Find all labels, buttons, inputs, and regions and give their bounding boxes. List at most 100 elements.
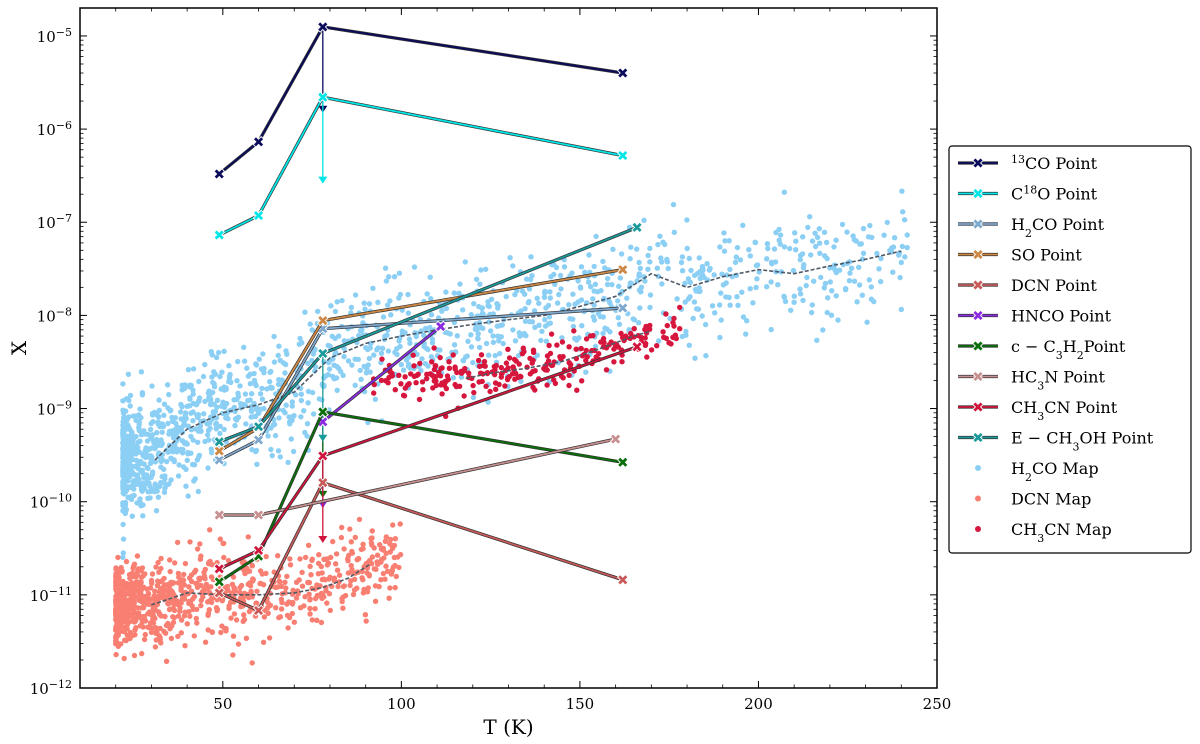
map-point xyxy=(361,300,367,306)
map-point xyxy=(532,324,538,330)
map-point xyxy=(429,336,436,342)
map-point xyxy=(252,381,259,387)
map-point xyxy=(559,335,565,341)
map-point xyxy=(536,322,542,328)
map-point xyxy=(856,282,863,288)
map-point xyxy=(490,333,496,339)
map-point xyxy=(240,594,246,601)
map-point xyxy=(591,302,597,308)
map-point xyxy=(641,217,647,223)
map-point xyxy=(804,274,810,281)
map-point xyxy=(476,303,482,310)
map-point xyxy=(557,272,564,279)
map-point xyxy=(443,305,450,312)
series-marker xyxy=(616,263,629,276)
map-point xyxy=(406,354,412,360)
map-point xyxy=(468,332,474,338)
map-point xyxy=(306,579,313,586)
map-point xyxy=(220,402,226,408)
map-point xyxy=(677,304,683,311)
map-point xyxy=(718,317,724,323)
map-point xyxy=(851,278,858,284)
map-point xyxy=(120,469,127,476)
series-marker xyxy=(213,454,226,466)
map-point xyxy=(156,397,162,403)
map-point xyxy=(127,605,133,612)
map-point xyxy=(884,219,890,226)
map-point xyxy=(330,356,336,362)
y-tick-label: 10−6 xyxy=(37,119,72,140)
map-point xyxy=(326,591,333,597)
map-point xyxy=(505,365,511,371)
map-point xyxy=(263,553,269,560)
map-point xyxy=(127,403,133,409)
map-point xyxy=(226,363,232,369)
map-point xyxy=(357,327,364,334)
map-point xyxy=(719,271,725,277)
map-point xyxy=(809,302,815,308)
map-point xyxy=(312,368,318,374)
map-point xyxy=(131,652,138,659)
map-point xyxy=(259,396,266,402)
map-point xyxy=(475,357,482,364)
map-point xyxy=(247,371,253,377)
map-point xyxy=(512,291,518,298)
map-point xyxy=(356,516,363,523)
map-point xyxy=(171,457,177,463)
series-line xyxy=(218,345,638,570)
y-tick-label: 10−10 xyxy=(30,491,72,512)
map-point xyxy=(202,639,209,645)
map-point xyxy=(213,421,219,427)
map-point xyxy=(282,410,288,416)
map-point xyxy=(153,637,159,643)
map-point xyxy=(164,447,170,453)
map-point xyxy=(642,335,648,341)
map-point xyxy=(153,508,160,514)
map-point xyxy=(478,267,484,273)
map-point xyxy=(839,221,846,228)
map-point xyxy=(717,334,723,341)
map-point xyxy=(137,496,143,502)
map-point xyxy=(204,421,210,427)
map-point xyxy=(149,458,155,464)
map-point xyxy=(120,550,127,556)
map-point xyxy=(385,348,392,354)
map-point xyxy=(223,628,229,634)
map-point xyxy=(379,356,385,362)
map-point xyxy=(169,414,175,421)
map-point xyxy=(493,386,499,392)
map-point xyxy=(739,289,745,295)
map-point xyxy=(684,217,690,223)
map-point xyxy=(132,616,138,622)
map-point xyxy=(627,256,633,262)
x-tick-label: 50 xyxy=(213,695,232,713)
map-point xyxy=(777,241,783,247)
map-point xyxy=(750,300,756,306)
map-point xyxy=(703,353,709,359)
map-point xyxy=(120,554,126,560)
map-point xyxy=(590,314,597,320)
map-point xyxy=(598,287,604,294)
map-point xyxy=(113,651,119,658)
map-point xyxy=(284,573,290,580)
map-point xyxy=(388,312,394,318)
map-point xyxy=(150,620,157,626)
map-point xyxy=(145,465,151,472)
map-point xyxy=(460,357,466,364)
map-point xyxy=(276,415,282,421)
map-point xyxy=(272,432,279,439)
map-point xyxy=(582,269,588,275)
map-point xyxy=(431,345,437,351)
map-point xyxy=(391,274,398,280)
map-point xyxy=(570,316,576,322)
map-point xyxy=(578,345,584,352)
map-point xyxy=(139,650,145,657)
map-point xyxy=(604,275,611,282)
map-point xyxy=(291,413,297,419)
map-point xyxy=(321,576,327,582)
map-point xyxy=(775,282,781,288)
map-point xyxy=(188,427,195,433)
map-point xyxy=(808,309,815,316)
map-point xyxy=(205,627,211,633)
map-point xyxy=(419,356,425,362)
